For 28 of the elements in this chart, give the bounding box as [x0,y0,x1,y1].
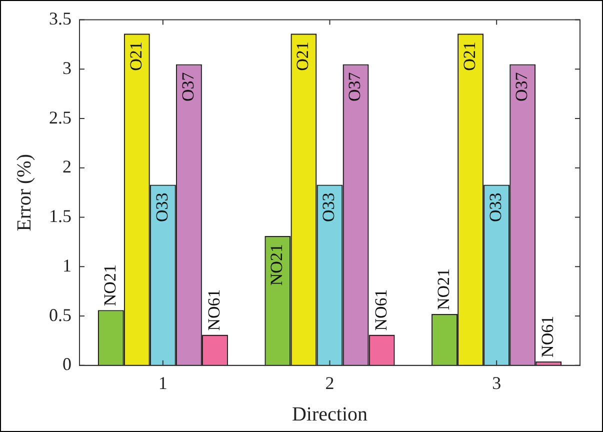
text: NO61 [204,289,224,331]
y-tick-label: 3 [62,58,72,78]
y-tick-label: 0.5 [49,304,72,325]
text: O33 [486,192,506,222]
y-tick-label: 1.5 [49,206,72,226]
y-tick-label: 3.5 [49,8,72,29]
y-axis-title: Error (%) [13,154,36,232]
y-tick-label: 2 [62,156,72,177]
y-tick-label: 0 [62,354,72,374]
y-tick-label: 1 [62,255,72,276]
x-tick-label: 2 [325,372,334,393]
text: O33 [319,192,338,222]
text: O21 [293,42,312,71]
text: O37 [512,72,532,102]
x-axis-title: Direction [292,403,368,426]
text: NO61 [371,289,390,331]
series-label: O21 [460,42,480,71]
series-label: NO21 [267,244,286,286]
y-tick-label: 2.5 [49,107,72,128]
text: NO21 [434,268,453,310]
text: O21 [126,42,146,71]
x-tick-label: 1 [158,372,168,393]
text: NO21 [100,264,120,306]
series-label: O33 [152,192,172,222]
text: NO61 [538,316,558,358]
x-tick-label: 3 [492,372,502,393]
series-label: O37 [178,72,198,102]
text: O37 [345,72,364,102]
